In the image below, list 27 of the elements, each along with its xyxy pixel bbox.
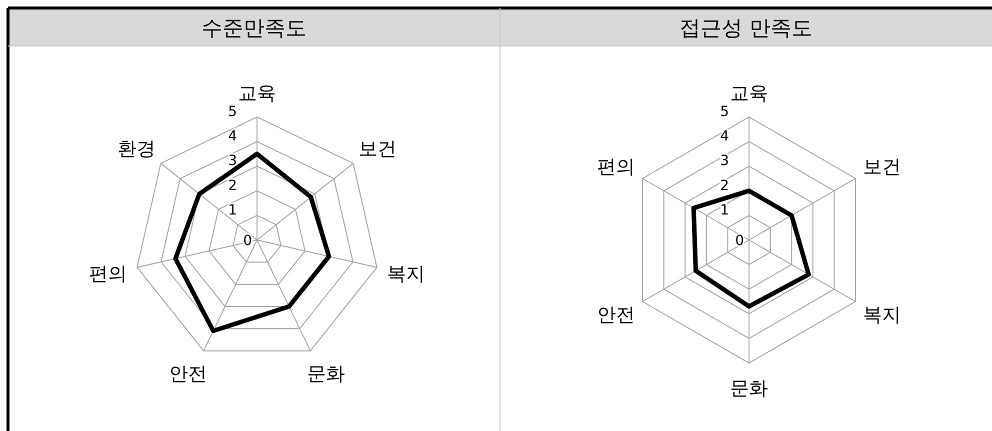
y-tick-label: 2 — [228, 178, 237, 194]
y-tick-label: 5 — [228, 104, 237, 120]
chart-title: 접근성 만족도 — [680, 16, 812, 40]
spoke-label: 편의 — [597, 156, 636, 178]
spoke-label: 문화 — [307, 362, 346, 385]
spoke-label: 보건 — [358, 138, 396, 160]
y-tick-label: 0 — [243, 233, 252, 249]
y-tick-label: 0 — [735, 233, 744, 249]
y-tick-label: 4 — [720, 128, 729, 145]
spoke-label: 보건 — [862, 156, 901, 178]
spoke-label: 환경 — [118, 138, 156, 160]
spoke-label: 복지 — [862, 304, 901, 326]
spoke-label: 교육 — [730, 82, 768, 104]
spoke-label: 안전 — [168, 362, 207, 385]
y-tick-label: 3 — [720, 153, 729, 170]
y-tick-label: 3 — [228, 153, 237, 170]
spoke-label: 편의 — [89, 262, 128, 285]
spoke-label: 문화 — [730, 378, 768, 400]
y-tick-label: 4 — [228, 128, 237, 145]
y-tick-label: 1 — [228, 202, 237, 218]
spoke-label: 안전 — [597, 304, 636, 326]
y-tick-label: 1 — [720, 202, 729, 218]
y-tick-label: 2 — [720, 178, 729, 194]
chart-title: 수준만족도 — [202, 16, 306, 40]
spoke-label: 복지 — [386, 262, 425, 285]
y-tick-label: 5 — [720, 104, 729, 120]
spoke-label: 교육 — [238, 82, 276, 104]
